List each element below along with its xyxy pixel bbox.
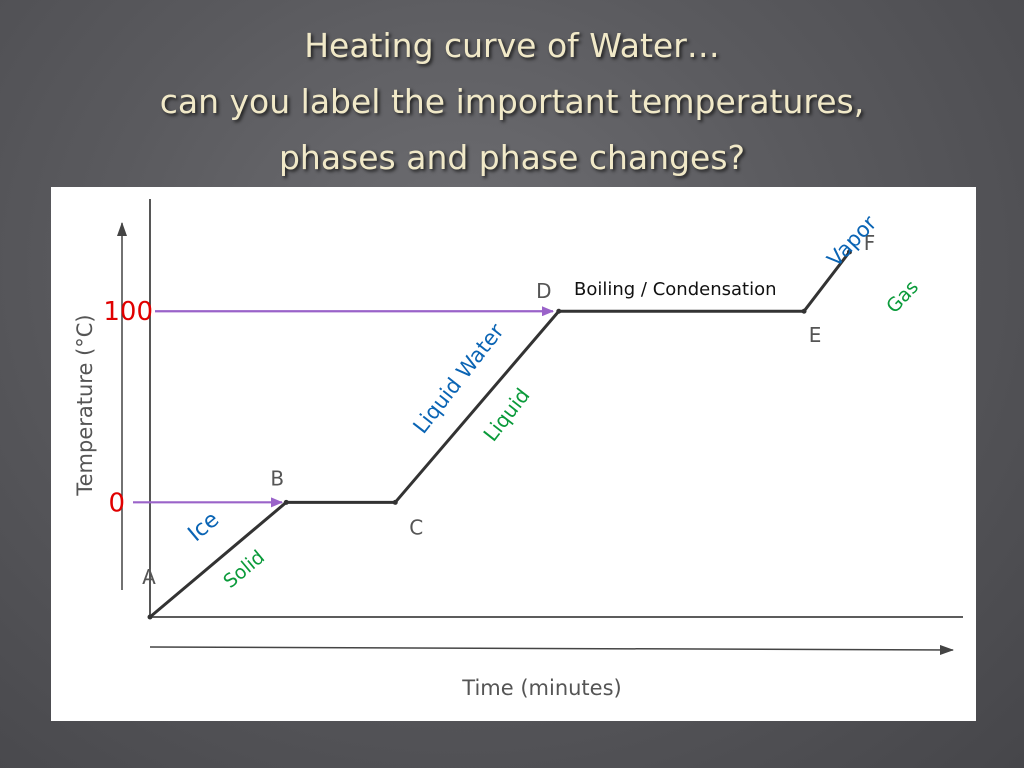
- temp-label-0: 0: [108, 488, 125, 518]
- point-f-marker: [846, 249, 852, 255]
- annotation-ice: Ice: [183, 507, 224, 547]
- point-a-label: A: [142, 565, 156, 589]
- point-e-marker: [801, 308, 807, 314]
- x-axis-arrow: [149, 644, 954, 655]
- title-line-1: Heating curve of Water…: [304, 26, 720, 65]
- annotation-boiling: Boiling / Condensation: [574, 279, 777, 300]
- heating-curve-chart: Temperature (°C) Time (minutes) 100 0 A …: [73, 199, 963, 700]
- point-a-marker: [147, 614, 153, 620]
- title-line-2: can you label the important temperatures…: [159, 82, 865, 121]
- point-c-label: C: [409, 515, 423, 539]
- slide-title: Heating curve of Water… can you label th…: [0, 18, 1024, 186]
- point-e-label: E: [809, 323, 822, 347]
- point-f-label: F: [864, 231, 876, 255]
- point-d-label: D: [536, 279, 551, 303]
- point-b-label: B: [270, 466, 284, 490]
- heating-curve-line: [149, 251, 851, 619]
- temp-label-100: 100: [103, 297, 153, 327]
- chart-panel: Temperature (°C) Time (minutes) 100 0 A …: [51, 187, 976, 721]
- annotation-liquid: Liquid: [478, 384, 534, 446]
- point-d-marker: [556, 308, 562, 314]
- point-b-marker: [283, 499, 289, 505]
- x-axis-label: Time (minutes): [461, 676, 621, 700]
- point-c-marker: [392, 499, 398, 505]
- y-axis-label: Temperature (°C): [73, 314, 97, 496]
- title-line-3: phases and phase changes?: [278, 138, 746, 177]
- annotation-gas: Gas: [882, 276, 923, 318]
